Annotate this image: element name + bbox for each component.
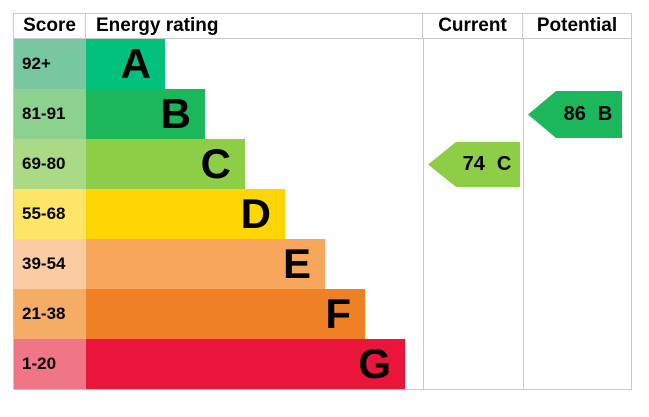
rating-letter-c: C	[200, 140, 231, 187]
rating-letter-e: E	[282, 240, 311, 287]
rating-bar-a: A	[86, 39, 165, 89]
band-row-f: 21-38 F	[14, 289, 631, 339]
score-range-a: 92+	[14, 39, 86, 89]
band-row-e: 39-54 E	[14, 239, 631, 289]
rating-letter-d: D	[240, 190, 271, 237]
potential-column-header: Potential	[522, 14, 631, 38]
band-row-a: 92+ A	[14, 39, 631, 89]
score-range-c: 69-80	[14, 139, 86, 189]
score-range-d: 55-68	[14, 189, 86, 239]
energy-rating-column-header: Energy rating	[96, 15, 219, 36]
rating-bar-d: D	[86, 189, 285, 239]
band-row-g: 1-20 G	[14, 339, 631, 389]
current-rating-value: 74	[462, 153, 485, 175]
rating-bar-b: B	[86, 89, 205, 139]
potential-rating-value: 86	[563, 103, 586, 125]
rating-letter-a: A	[120, 40, 151, 87]
band-row-b: 81-91 B	[14, 89, 631, 139]
rating-bar-e: E	[86, 239, 325, 289]
band-row-d: 55-68 D	[14, 189, 631, 239]
current-column-divider	[423, 39, 424, 389]
chart-body: 92+ A 81-91 B 69-80 C 55-68 D 39-54 E 21…	[14, 39, 631, 389]
rating-letter-f: F	[325, 290, 351, 337]
rating-letter-g: G	[358, 340, 391, 387]
rating-letter-b: B	[160, 90, 191, 137]
score-column-header: Score	[14, 14, 86, 38]
potential-rating-letter: B	[597, 103, 613, 125]
table-header: Score Energy rating Current Potential	[14, 14, 631, 39]
rating-bar-g: G	[86, 339, 405, 389]
score-range-e: 39-54	[14, 239, 86, 289]
current-column-header: Current	[422, 14, 522, 38]
rating-bar-f: F	[86, 289, 365, 339]
band-row-c: 69-80 C	[14, 139, 631, 189]
score-range-b: 81-91	[14, 89, 86, 139]
rating-bar-c: C	[86, 139, 245, 189]
current-rating-letter: C	[496, 153, 512, 175]
score-range-f: 21-38	[14, 289, 86, 339]
epc-table: Score Energy rating Current Potential 92…	[13, 13, 632, 390]
score-range-g: 1-20	[14, 339, 86, 389]
potential-column-divider	[523, 39, 524, 389]
